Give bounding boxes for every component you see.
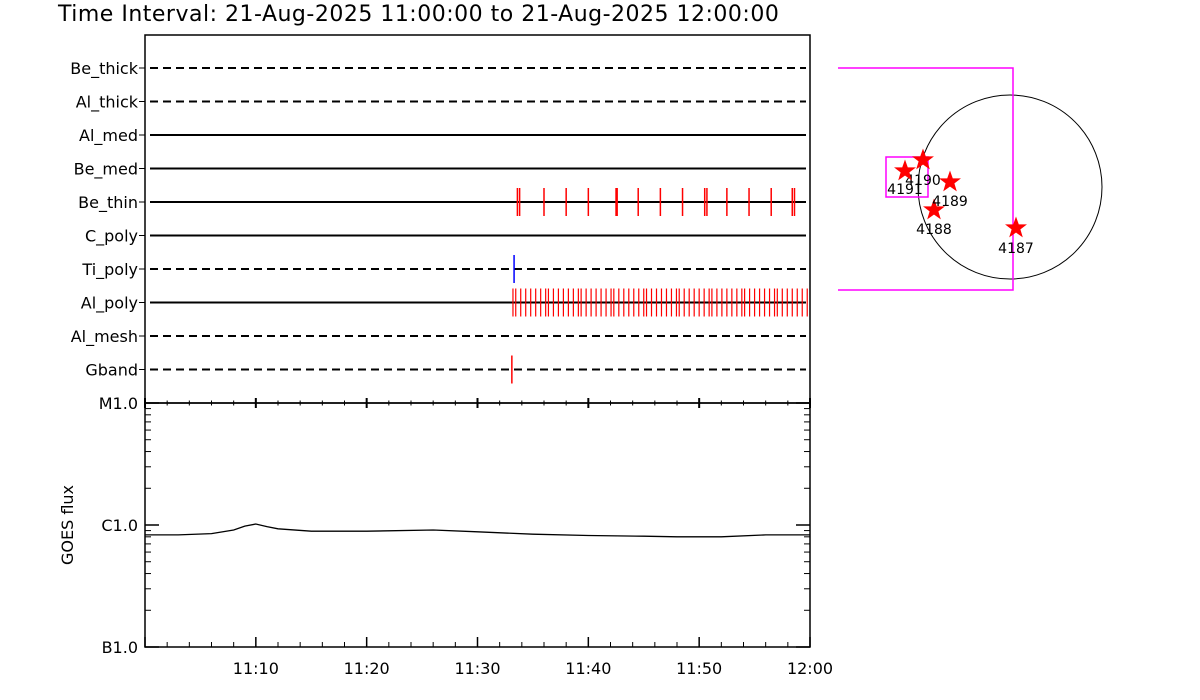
x-tick-label: 11:50 xyxy=(676,659,722,678)
detector-label-be_med: Be_med xyxy=(74,160,138,180)
active-region-label: 4191 xyxy=(887,182,923,198)
active-region-label: 4188 xyxy=(916,222,952,238)
active-region-label: 4189 xyxy=(932,194,968,210)
active-region-star xyxy=(923,198,945,220)
detector-label-be_thin: Be_thin xyxy=(78,193,138,213)
x-tick-label: 11:10 xyxy=(233,659,279,678)
goes-flux-panel: B1.0 C1.0 M1.0 GOES flux 11:10 11:20 11:30 11:4… xyxy=(58,394,833,678)
active-region-star xyxy=(939,170,961,192)
detector-timeline-panel: Be_thick Al_thick Al_med Be_med Be_thin C_pol… xyxy=(70,34,811,404)
timeline-frame xyxy=(144,34,811,404)
x-tick-label: 12:00 xyxy=(787,659,833,678)
detector-label-ti_poly: Ti_poly xyxy=(81,260,138,280)
y-tick-label: C1.0 xyxy=(101,516,138,535)
detector-label-be_thick: Be_thick xyxy=(70,59,138,79)
field-of-view-box xyxy=(838,67,1014,291)
active-region-star xyxy=(912,148,934,170)
detector-label-al_med: Al_med xyxy=(79,126,138,146)
y-tick-label: M1.0 xyxy=(99,394,138,413)
x-tick-label: 11:40 xyxy=(565,659,611,678)
detector-label-al_thick: Al_thick xyxy=(76,93,139,113)
y-tick-label: B1.0 xyxy=(102,638,138,657)
active-region-label: 4187 xyxy=(998,241,1034,257)
detector-label-c_poly: C_poly xyxy=(85,227,138,247)
flare-region-box xyxy=(885,156,929,198)
active-region-label: 4190 xyxy=(905,173,941,189)
goes-frame xyxy=(144,402,811,648)
solar-limb-circle xyxy=(917,94,1103,280)
active-region-star xyxy=(1005,216,1027,238)
x-tick-label: 11:20 xyxy=(344,659,390,678)
goes-flux-line xyxy=(145,523,810,538)
detector-label-al_mesh: Al_mesh xyxy=(71,327,138,347)
plot-title: Time Interval: 21-Aug-2025 11:00:00 to 2… xyxy=(58,2,780,27)
y-axis-label: GOES flux xyxy=(58,485,77,565)
active-region-star xyxy=(894,159,916,181)
detector-label-al_poly: Al_poly xyxy=(81,294,138,314)
detector-label-gband: Gband xyxy=(85,361,138,380)
x-tick-label: 11:30 xyxy=(454,659,500,678)
